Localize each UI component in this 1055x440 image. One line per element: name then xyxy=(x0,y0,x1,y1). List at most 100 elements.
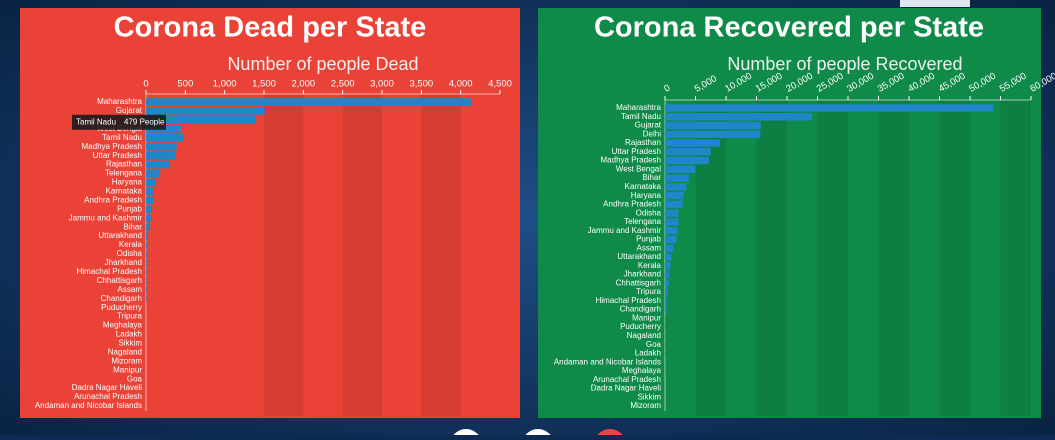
category-label: Goa xyxy=(127,374,143,383)
bar xyxy=(665,157,709,164)
category-label: Jammu and Kashmir xyxy=(69,213,143,222)
category-label: Gujarat xyxy=(116,106,143,115)
category-label: Arunachal Pradesh xyxy=(74,392,142,401)
x-tick-label: 500 xyxy=(177,79,193,90)
category-label: Mizoram xyxy=(111,356,142,365)
bar xyxy=(665,131,760,138)
category-label: Puducherry xyxy=(101,303,142,312)
category-label: Chandigarh xyxy=(620,305,661,314)
category-label: Andaman and Nicobar Islands xyxy=(554,357,661,366)
bar xyxy=(665,306,667,313)
category-label: Kerala xyxy=(119,240,143,249)
bar xyxy=(146,98,471,106)
category-label: Jharkhand xyxy=(624,270,661,279)
tooltip-category: Tamil Nadu xyxy=(76,117,116,126)
bar xyxy=(665,236,677,243)
bar xyxy=(665,113,812,120)
grid-band xyxy=(696,100,727,416)
category-label: West Bengal xyxy=(616,164,661,173)
category-label: Manipur xyxy=(632,313,661,322)
bar xyxy=(665,288,668,295)
category-label: Mizoram xyxy=(630,401,661,410)
category-label: Chhattisgarh xyxy=(97,276,142,285)
category-label: Rajasthan xyxy=(106,160,142,169)
category-label: Sikkim xyxy=(637,392,661,401)
bar xyxy=(665,271,669,278)
bar xyxy=(146,107,265,115)
x-tick-label: 2,000 xyxy=(291,79,315,90)
category-label: Andhra Pradesh xyxy=(603,200,661,209)
bar xyxy=(665,183,686,190)
bar xyxy=(665,245,674,252)
chart-subtitle: Number of people Recovered xyxy=(727,54,962,74)
x-tick-label: 2,500 xyxy=(331,79,355,90)
chart-title: Corona Recovered per State xyxy=(594,12,984,44)
category-label: Maharashtra xyxy=(97,97,142,106)
grid-band xyxy=(343,94,382,416)
category-label: Manipur xyxy=(113,365,142,374)
bar xyxy=(146,134,184,142)
category-label: Madhya Pradesh xyxy=(82,142,142,151)
category-label: Nagaland xyxy=(108,347,142,356)
bar xyxy=(665,280,669,287)
bar xyxy=(146,179,156,187)
category-label: Punjab xyxy=(117,204,142,213)
search-box[interactable] xyxy=(900,0,970,7)
category-label: Rajasthan xyxy=(625,138,661,147)
bar xyxy=(665,227,677,234)
bar xyxy=(146,250,147,258)
bar xyxy=(665,139,720,146)
category-label: Assam xyxy=(118,285,143,294)
category-label: Tripura xyxy=(636,287,662,296)
bar xyxy=(665,253,671,260)
category-label: Uttar Pradesh xyxy=(612,147,661,156)
category-label: Bihar xyxy=(123,222,142,231)
bar xyxy=(665,166,696,173)
grid-band xyxy=(421,94,460,416)
category-label: Goa xyxy=(646,340,662,349)
bar xyxy=(146,241,148,249)
x-tick-label: 1,000 xyxy=(213,79,237,90)
category-label: Jammu and Kashmir xyxy=(588,226,662,235)
category-label: Tripura xyxy=(117,312,143,321)
category-label: Andaman and Nicobar Islands xyxy=(35,401,142,410)
category-label: Puducherry xyxy=(620,322,661,331)
tooltip-value: 479 People xyxy=(124,117,165,126)
category-label: Uttarakhand xyxy=(617,252,661,261)
x-tick-label: 3,000 xyxy=(370,79,394,90)
x-tick-label: 3,500 xyxy=(409,79,433,90)
category-label: Dadra Nagar Haveli xyxy=(591,384,661,393)
bar xyxy=(665,122,761,129)
bar xyxy=(665,323,666,330)
category-label: Arunachal Pradesh xyxy=(593,375,661,384)
category-label: Uttar Pradesh xyxy=(93,151,142,160)
x-tick-label: 1,500 xyxy=(252,79,276,90)
category-label: Delhi xyxy=(643,129,661,138)
category-label: Tamil Nadu xyxy=(621,112,661,121)
category-label: Bihar xyxy=(642,173,661,182)
category-label: Karnataka xyxy=(625,182,662,191)
bar xyxy=(665,201,683,208)
category-label: Haryana xyxy=(112,178,143,187)
bar xyxy=(665,297,667,304)
category-label: Uttarakhand xyxy=(98,231,142,240)
category-label: Chhattisgarh xyxy=(616,278,661,287)
category-label: Odisha xyxy=(636,208,662,217)
category-label: Kerala xyxy=(638,261,662,270)
category-label: Odisha xyxy=(117,249,143,258)
category-label: Dadra Nagar Haveli xyxy=(72,383,142,392)
bar xyxy=(665,192,683,199)
bar xyxy=(146,286,147,294)
bar xyxy=(665,209,678,216)
bar xyxy=(146,188,154,196)
category-label: Tamil Nadu xyxy=(102,133,142,142)
bar xyxy=(665,104,993,111)
category-label: Himachal Pradesh xyxy=(596,296,661,305)
category-label: Himachal Pradesh xyxy=(77,267,142,276)
category-label: Haryana xyxy=(631,191,662,200)
category-label: Telengana xyxy=(105,169,142,178)
category-label: Maharashtra xyxy=(616,103,661,112)
grid-band xyxy=(818,100,849,416)
